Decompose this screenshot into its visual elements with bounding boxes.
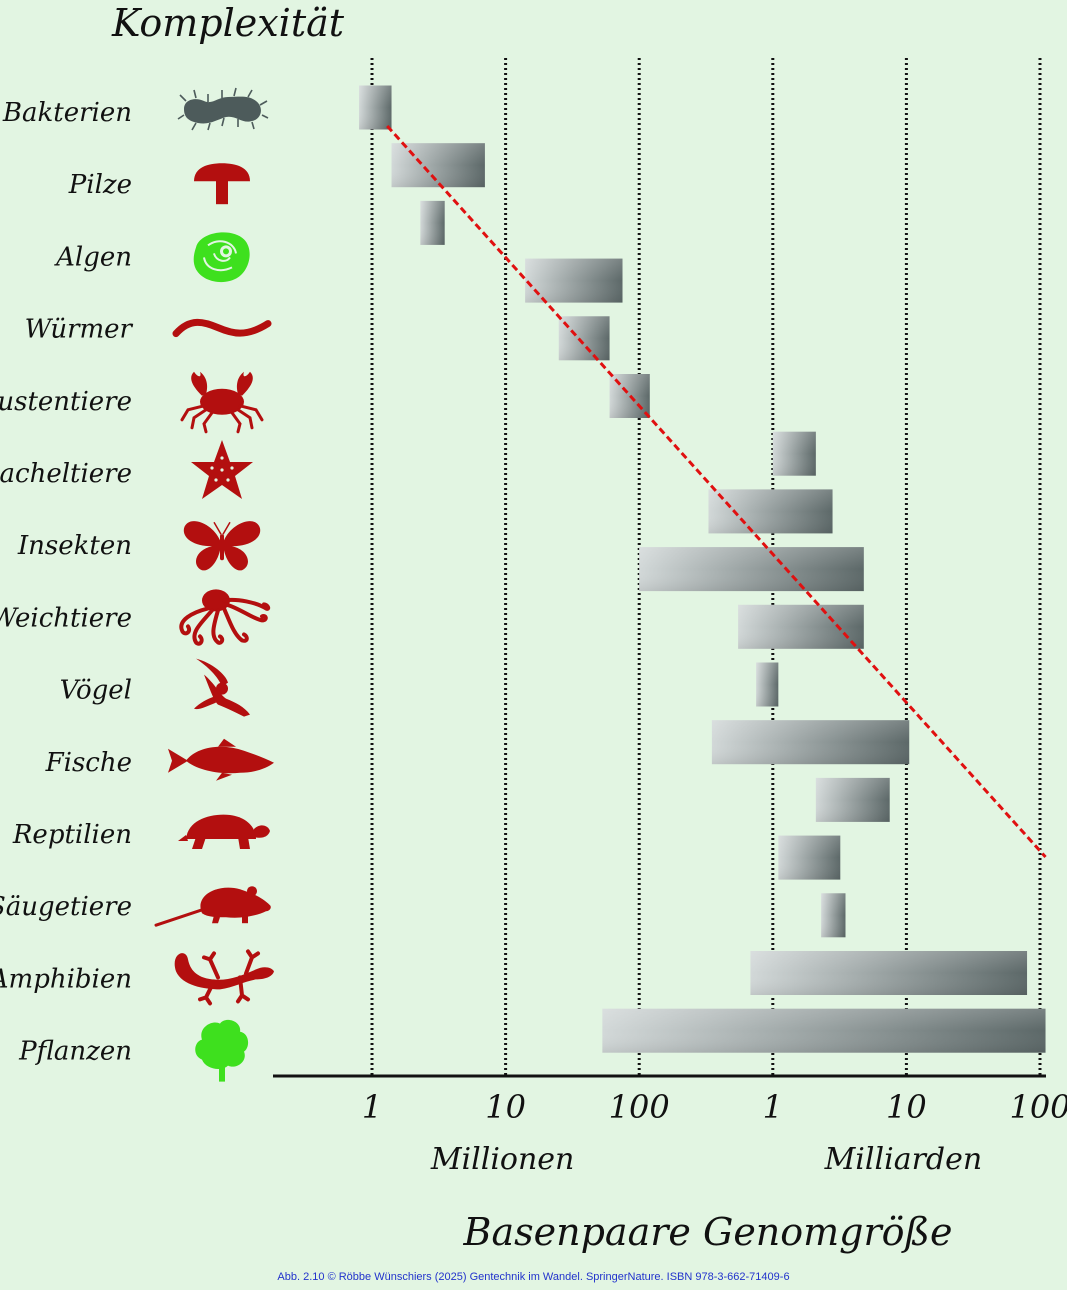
- range-bar-shade-14: [821, 893, 846, 938]
- unit-label-millionen: Millionen: [430, 1142, 575, 1177]
- category-label-saugetiere: Säugetiere: [0, 892, 132, 922]
- range-bar-shade-16: [602, 1008, 1046, 1053]
- range-bar-shade-10: [756, 662, 779, 707]
- worm-icon: [176, 322, 268, 333]
- tick-label-0: 1: [362, 1088, 382, 1126]
- tick-label-2: 100: [609, 1088, 670, 1126]
- tick-label-3: 1: [763, 1088, 783, 1126]
- rat-icon: [154, 884, 273, 927]
- bacterium-icon: [177, 87, 269, 131]
- range-bar-shade-15: [750, 951, 1028, 995]
- tick-label-5: 100: [1009, 1088, 1067, 1126]
- tick-label-1: 10: [485, 1088, 526, 1126]
- category-label-pflanzen: Pflanzen: [18, 1037, 132, 1067]
- category-label-insekten: Insekten: [17, 531, 132, 561]
- alga-cell-icon: [192, 231, 251, 284]
- category-label-amphibien: Amphibien: [0, 964, 132, 994]
- category-label-krustentiere: Krustentiere: [0, 387, 132, 417]
- range-bar-shade-7: [708, 489, 833, 534]
- category-label-bakterien: Bakterien: [2, 98, 132, 128]
- mushroom-icon: [194, 163, 250, 205]
- fish-icon: [168, 738, 274, 781]
- category-label-wurmer: Würmer: [25, 315, 134, 345]
- category-labels: Bakterien Pilze Algen Würmer Krustentiere Sta…: [0, 98, 134, 1067]
- unit-label-milliarden: Milliarden: [824, 1142, 983, 1177]
- category-label-pilze: Pilze: [68, 170, 132, 200]
- turtle-icon: [178, 814, 270, 849]
- x-tick-labels: 1 10 100 1 10 100: [362, 1088, 1067, 1126]
- tick-label-4: 10: [886, 1088, 927, 1126]
- trend-line: [386, 124, 1047, 859]
- range-bar-shade-12: [815, 777, 890, 822]
- lizard-icon: [172, 949, 276, 1006]
- category-label-weichtiere: Weichtiere: [0, 603, 132, 633]
- range-bar-shade-9: [738, 604, 864, 649]
- range-bar-shade-6: [772, 431, 816, 476]
- range-bar-shade-0: [359, 85, 392, 130]
- figure-caption: Abb. 2.10 © Röbbe Wünschiers (2025) Gent…: [277, 1271, 790, 1283]
- x-axis-title: Basenpaare Genomgröße: [463, 1210, 953, 1254]
- x-unit-labels: Millionen Milliarden: [430, 1142, 982, 1177]
- range-bars: [359, 85, 1046, 1053]
- tree-icon: [195, 1019, 249, 1082]
- range-bar-shade-4: [558, 316, 610, 361]
- range-bar-shade-2: [420, 200, 445, 245]
- octopus-icon: [179, 587, 271, 646]
- starfish-icon: [191, 440, 253, 499]
- chart-title: Komplexität: [111, 1, 345, 45]
- range-bar-shade-13: [778, 835, 841, 880]
- crab-icon: [180, 370, 264, 434]
- bird-icon: [194, 658, 250, 717]
- category-icons: [154, 87, 276, 1082]
- range-bar-shade-1: [391, 143, 485, 188]
- range-bar-shade-8: [639, 547, 864, 592]
- category-label-fische: Fische: [45, 748, 132, 778]
- range-bar-shade-11: [711, 720, 910, 765]
- range-bar-shade-3: [525, 258, 623, 303]
- category-label-reptilien: Reptilien: [12, 820, 132, 850]
- category-label-vogel: Vögel: [60, 676, 132, 706]
- category-label-algen: Algen: [54, 242, 132, 272]
- category-label-stacheltiere: Stacheltiere: [0, 459, 132, 489]
- butterfly-icon: [183, 520, 261, 572]
